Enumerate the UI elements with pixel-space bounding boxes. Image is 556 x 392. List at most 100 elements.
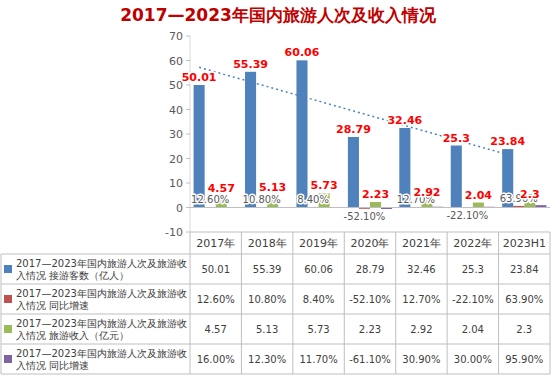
y-tick	[186, 85, 190, 86]
bar	[473, 203, 484, 208]
legend-label-line: 入情况 旅游收入（亿元）	[16, 330, 129, 341]
category-label: 2021年	[402, 237, 441, 250]
y-tick-label: -10	[165, 226, 183, 239]
bar	[245, 72, 256, 208]
table-cell: 95.90%	[505, 354, 543, 365]
table-cell: 60.06	[304, 264, 333, 275]
legend-label-line: 入情况 同比增速	[16, 360, 89, 371]
legend-key	[4, 295, 12, 303]
chart: 2017—2023年国内旅游人次及收入情况-100102030405060705…	[0, 0, 556, 392]
legend-key	[4, 265, 12, 273]
table-line	[498, 232, 499, 374]
table-cell: 11.70%	[300, 354, 338, 365]
legend-label-line: 2017—2023年国内旅游人次及旅游收	[16, 258, 187, 269]
legend-key	[4, 355, 12, 363]
table-line	[1, 374, 550, 375]
y-tick-label: 20	[169, 153, 183, 166]
table-line	[1, 344, 550, 345]
data-label: 5.73	[311, 179, 338, 192]
table-cell: 2.92	[410, 324, 432, 335]
table-cell: 8.40%	[303, 294, 335, 305]
legend-label-line: 2017—2023年国内旅游人次及旅游收	[16, 348, 187, 359]
table-cell: 12.60%	[197, 294, 235, 305]
table-cell: -52.10%	[349, 294, 391, 305]
data-label: 12.60%	[191, 194, 229, 205]
legend-label: 2017—2023年国内旅游人次及旅游收入情况 同比增速	[16, 288, 187, 311]
legend-key	[4, 325, 12, 333]
table-cell: -61.10%	[349, 354, 391, 365]
table-line	[241, 232, 242, 374]
legend-label-line: 入情况 接游客数（亿人）	[16, 270, 129, 281]
table-cell: 10.80%	[248, 294, 286, 305]
table-line	[1, 254, 550, 255]
table-cell: 63.90%	[505, 294, 543, 305]
table-line	[1, 314, 550, 315]
y-tick-label: 60	[169, 55, 183, 68]
plot-area	[194, 60, 547, 209]
category-label: 2020年	[351, 237, 390, 250]
category-label: 2023H1	[503, 237, 546, 250]
y-tick	[186, 60, 190, 61]
data-label: 8.40%	[297, 194, 329, 205]
data-label: 50.01	[182, 71, 217, 84]
data-label: 2.23	[362, 188, 389, 201]
bar	[348, 137, 359, 208]
table-cell: 2.3	[516, 324, 532, 335]
table-cell: 25.3	[462, 264, 484, 275]
y-tick	[186, 109, 190, 110]
y-tick	[186, 158, 190, 159]
y-tick	[186, 36, 190, 37]
table-cell: 5.13	[256, 324, 278, 335]
table-cell: 28.79	[356, 264, 385, 275]
table-line	[1, 284, 550, 285]
table-cell: 2.23	[359, 324, 381, 335]
table-line	[190, 232, 191, 374]
table-cell: 4.57	[205, 324, 227, 335]
table-cell: 2.04	[462, 324, 484, 335]
table-cell: 30.90%	[402, 354, 440, 365]
table-line	[292, 232, 293, 374]
data-label: -22.10%	[446, 210, 488, 221]
data-label: 23.84	[490, 135, 525, 148]
table-line	[447, 232, 448, 374]
data-label: 2.04	[465, 189, 492, 202]
legend-label: 2017—2023年国内旅游人次及旅游收入情况 接游客数（亿人）	[16, 258, 187, 281]
bar	[194, 85, 205, 208]
y-tick-label: 10	[169, 177, 183, 190]
y-tick	[186, 183, 190, 184]
trendline	[199, 67, 508, 154]
table-cell: 12.70%	[402, 294, 440, 305]
legend-label-line: 入情况 同比增速	[16, 300, 89, 311]
bar	[451, 146, 462, 208]
category-label: 2018年	[248, 237, 287, 250]
table-line	[550, 232, 551, 374]
table-line	[190, 232, 550, 233]
table-cell: 50.01	[201, 264, 230, 275]
category-label: 2022年	[453, 237, 492, 250]
bar	[370, 202, 381, 207]
y-tick-label: 70	[169, 30, 183, 43]
table-line	[395, 232, 396, 374]
data-label: 10.80%	[243, 194, 281, 205]
y-tick	[186, 134, 190, 135]
legend-label: 2017—2023年国内旅游人次及旅游收入情况 旅游收入（亿元）	[16, 318, 187, 341]
y-tick-label: 30	[169, 128, 183, 141]
category-label: 2017年	[196, 237, 235, 250]
table-line	[344, 232, 345, 374]
table-cell: -22.10%	[452, 294, 494, 305]
bar	[296, 60, 307, 207]
data-label: 5.13	[259, 181, 286, 194]
table-cell: 32.46	[407, 264, 436, 275]
y-tick	[186, 232, 190, 233]
data-label: 28.79	[336, 123, 371, 136]
title: 2017—2023年国内旅游人次及收入情况	[120, 5, 437, 25]
table-cell: 12.30%	[248, 354, 286, 365]
y-tick	[186, 207, 190, 208]
table-cell: 55.39	[253, 264, 282, 275]
data-label: 2.3	[520, 188, 540, 201]
y-tick-label: 40	[169, 104, 183, 117]
legend-label: 2017—2023年国内旅游人次及旅游收入情况 同比增速	[16, 348, 187, 371]
table-cell: 23.84	[510, 264, 539, 275]
data-label: 60.06	[285, 46, 320, 59]
data-label: 55.39	[233, 58, 268, 71]
